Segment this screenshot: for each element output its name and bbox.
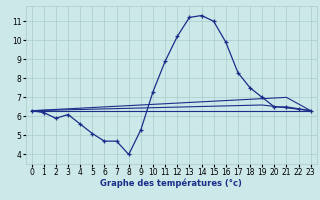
X-axis label: Graphe des températures (°c): Graphe des températures (°c) [100,179,242,188]
